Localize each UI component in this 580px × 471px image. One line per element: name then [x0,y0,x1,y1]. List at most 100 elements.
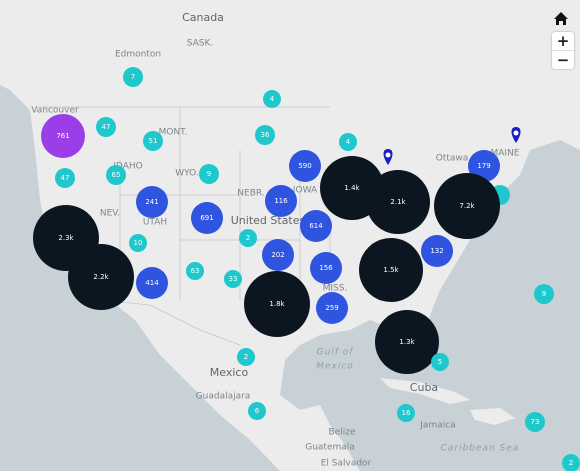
cluster-count: 10 [134,239,143,247]
cluster-count: 4 [270,95,275,103]
cluster[interactable] [359,238,423,302]
cluster-count: 73 [531,418,540,426]
marker[interactable] [383,149,393,165]
cluster[interactable] [300,210,332,242]
marker[interactable] [511,127,521,143]
map-label: Gulf of [317,348,355,358]
cluster[interactable] [143,131,163,151]
cluster[interactable] [339,133,357,151]
cluster[interactable] [186,262,204,280]
cluster[interactable] [562,454,580,471]
cluster-count: 4 [346,138,351,146]
cluster[interactable] [262,239,294,271]
cluster-count: 2 [246,234,250,242]
cluster-count: 9 [542,290,546,298]
map-label: Mexico [210,366,249,379]
map-label: Belize [329,428,356,438]
cluster-count: 414 [145,279,159,287]
cluster-count: 132 [430,247,443,255]
cluster-count: 2.3k [58,234,74,242]
map-label: Caribbean Sea [441,444,520,454]
cluster-count: 2.1k [390,198,406,206]
cluster-count: 1.4k [344,184,360,192]
cluster[interactable] [136,186,168,218]
cluster[interactable] [375,310,439,374]
cluster-count: 1.8k [269,300,285,308]
cluster-count: 16 [402,409,411,417]
cuba [380,378,470,404]
cluster[interactable] [263,90,281,108]
map-label: SASK. [187,39,214,49]
cluster-count: 65 [112,171,121,179]
home-icon[interactable] [554,12,568,25]
zoom-out[interactable]: − [552,50,574,69]
cluster[interactable] [265,185,297,217]
cluster[interactable] [96,117,116,137]
cluster[interactable] [421,235,453,267]
cluster[interactable] [525,412,545,432]
map-label: IOWA [293,186,318,196]
map-label: Guadalajara [196,392,251,402]
cluster-count: 47 [102,123,111,131]
cluster[interactable] [136,267,168,299]
cluster[interactable] [534,284,554,304]
cluster-count: 5 [438,358,442,366]
cluster[interactable] [68,244,134,310]
cluster-count: 691 [200,214,213,222]
map-label: NEV. [100,209,120,219]
map-label: Vancouver [31,106,79,116]
cluster-count: 1.5k [383,266,399,274]
cluster-count: 33 [229,275,238,283]
cluster[interactable] [248,402,266,420]
map-label: Ottawa [436,154,469,164]
cluster-count: 6 [255,407,260,415]
cluster[interactable] [123,67,143,87]
cluster-count: 2 [569,459,573,467]
cluster[interactable] [468,150,500,182]
zoom-in[interactable]: + [556,32,570,50]
cluster[interactable] [366,170,430,234]
map-label: Mexico [316,362,354,372]
cluster[interactable] [397,404,415,422]
cluster[interactable] [55,168,75,188]
cluster-count: 202 [271,251,284,259]
cluster-count: 51 [149,137,158,145]
map-label: NEBR. [237,189,264,199]
cluster-count: 590 [298,162,311,170]
cluster[interactable] [431,353,449,371]
map-label: El Salvador [321,459,372,469]
cluster[interactable] [244,271,310,337]
map-label: Guatemala [305,443,355,453]
cluster[interactable] [224,270,242,288]
cluster[interactable] [191,202,223,234]
cluster[interactable] [434,173,500,239]
cluster[interactable] [129,234,147,252]
cluster-count: 259 [325,304,338,312]
map-label: MAINE [491,149,520,159]
cluster-count: 1.3k [399,338,415,346]
cluster-count: 116 [274,197,288,205]
cluster[interactable] [255,125,275,145]
cluster-count: 9 [207,170,211,178]
cluster-count: 2 [244,353,248,361]
cluster[interactable] [310,252,342,284]
cluster-count: 47 [61,174,70,182]
cluster[interactable] [199,164,219,184]
map-label: United States [231,214,306,227]
cluster[interactable] [316,292,348,324]
cluster[interactable] [289,150,321,182]
cluster[interactable] [239,229,257,247]
map-label: UTAH [143,218,167,228]
map-label: Cuba [410,381,438,394]
cluster-count: 36 [261,131,270,139]
map-label: MISS. [323,284,348,294]
cluster[interactable] [41,114,85,158]
cluster-count: 156 [319,264,333,272]
cluster-count: 614 [309,222,323,230]
cluster[interactable] [106,165,126,185]
map-label: Canada [182,11,224,24]
cluster[interactable] [237,348,255,366]
cluster-count: 761 [56,132,69,140]
